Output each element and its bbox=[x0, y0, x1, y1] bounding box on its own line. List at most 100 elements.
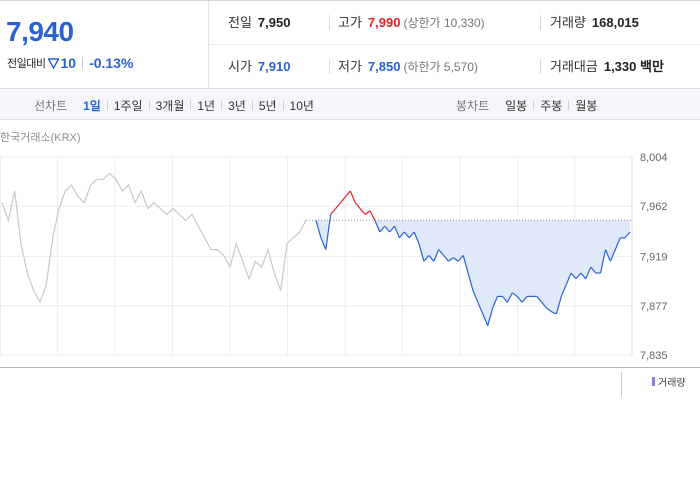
change-row: 전일대비 10 -0.13% bbox=[7, 55, 133, 71]
current-price: 7,940 bbox=[6, 16, 74, 47]
chart-tabs: 선차트 1일 1주일 3개월 1년 3년 5년 10년 봉차트 일봉 주봉 월봉 bbox=[0, 90, 700, 120]
today-line-segment bbox=[369, 210, 376, 221]
today-line-segment bbox=[462, 255, 469, 274]
today-line-segment bbox=[492, 296, 499, 309]
today-line-segment bbox=[590, 266, 597, 274]
stat-label: 거래대금 bbox=[550, 59, 598, 74]
today-line-segment bbox=[570, 272, 577, 280]
stats-table: 전일 7,950 고가 7,990 (상한가 10,330) 거래량 168,015 시… bbox=[210, 1, 700, 89]
today-line-segment bbox=[511, 292, 518, 297]
today-line-segment bbox=[344, 190, 351, 198]
divider bbox=[190, 100, 192, 110]
today-line-segment bbox=[472, 290, 479, 303]
divider bbox=[329, 15, 330, 30]
price-box: 7,940 전일대비 10 -0.13% bbox=[0, 1, 209, 89]
divider bbox=[540, 15, 541, 30]
today-line-segment bbox=[501, 296, 508, 303]
today-line-segment bbox=[320, 237, 327, 250]
tab-monthly[interactable]: 월봉 bbox=[575, 98, 598, 113]
tab-weekly[interactable]: 주봉 bbox=[540, 98, 563, 113]
line-chart-tabs: 선차트 1일 1주일 3개월 1년 3년 5년 10년 bbox=[34, 90, 320, 120]
change-rate: -0.13% bbox=[89, 55, 134, 71]
candle-chart-tabs: 봉차트 일봉 주봉 월봉 bbox=[456, 90, 603, 120]
today-line-segment bbox=[585, 266, 592, 280]
stat-value: 7,910 bbox=[257, 59, 291, 74]
today-line-segment bbox=[325, 214, 332, 250]
today-line-segment bbox=[408, 231, 415, 239]
today-line-segment bbox=[546, 307, 552, 313]
candle-chart-label: 봉차트 bbox=[456, 98, 490, 113]
y-tick-label: 7,877 bbox=[640, 301, 668, 313]
today-line-segment bbox=[565, 272, 572, 285]
tab-10y[interactable]: 10년 bbox=[289, 98, 314, 113]
tab-daily[interactable]: 일봉 bbox=[505, 98, 528, 113]
tab-5y[interactable]: 5년 bbox=[258, 98, 277, 113]
divider bbox=[540, 59, 541, 74]
today-line-segment bbox=[403, 231, 410, 239]
stat-trade-value: 거래대금 1,330 백만 bbox=[550, 45, 664, 89]
divider bbox=[221, 100, 223, 110]
stat-value: 168,015 bbox=[591, 15, 639, 30]
tab-1d[interactable]: 1일 bbox=[83, 98, 101, 113]
today-line-segment bbox=[330, 208, 337, 215]
today-line-segment bbox=[604, 249, 611, 262]
today-line-segment bbox=[364, 210, 371, 215]
today-line-segment bbox=[521, 296, 528, 303]
stat-label: 거래량 bbox=[550, 15, 586, 30]
today-line-segment bbox=[433, 249, 440, 262]
prev-day-line bbox=[1, 172, 307, 304]
stat-value: 7,850 bbox=[367, 59, 401, 74]
today-line-segment bbox=[384, 225, 391, 233]
stat-label: 고가 bbox=[338, 15, 362, 30]
stat-label: 전일 bbox=[228, 15, 252, 30]
today-line-segment bbox=[580, 272, 587, 280]
upper-limit: (상한가 10,330) bbox=[403, 16, 485, 30]
today-line-segment bbox=[393, 225, 400, 239]
stock-summary: 7,940 전일대비 10 -0.13% 전일 7,950 고가 7,990 (상한가… bbox=[0, 0, 700, 89]
today-line-segment bbox=[340, 196, 346, 204]
today-line-segment bbox=[551, 311, 557, 315]
change-label: 전일대비 bbox=[7, 58, 46, 70]
volume-swatch-icon bbox=[652, 377, 655, 386]
volume-legend: 거래량 bbox=[652, 374, 686, 389]
divider bbox=[621, 372, 622, 397]
today-line-segment bbox=[398, 231, 405, 239]
divider bbox=[533, 100, 535, 110]
today-line-segment bbox=[413, 231, 420, 244]
y-tick-label: 7,835 bbox=[640, 350, 668, 362]
today-line-segment bbox=[423, 255, 430, 262]
today-line-segment bbox=[560, 284, 567, 297]
stat-volume: 거래량 168,015 bbox=[550, 1, 639, 45]
stat-label: 저가 bbox=[338, 59, 362, 74]
today-line-segment bbox=[374, 220, 381, 233]
today-line-segment bbox=[516, 296, 523, 303]
stat-prev-close: 전일 7,950 bbox=[228, 1, 290, 45]
divider bbox=[82, 57, 84, 69]
tab-3m[interactable]: 3개월 bbox=[155, 98, 185, 113]
today-line-segment bbox=[379, 225, 386, 233]
tab-1y[interactable]: 1년 bbox=[197, 98, 216, 113]
today-line-segment bbox=[335, 202, 341, 209]
y-tick-label: 7,919 bbox=[640, 252, 668, 264]
down-triangle-icon bbox=[48, 57, 60, 69]
tab-1w[interactable]: 1주일 bbox=[113, 98, 143, 113]
stats-row: 전일 7,950 고가 7,990 (상한가 10,330) 거래량 168,015 bbox=[210, 1, 700, 45]
change-value: 10 bbox=[60, 55, 77, 71]
stat-high: 고가 7,990 (상한가 10,330) bbox=[338, 1, 485, 45]
divider bbox=[251, 100, 253, 110]
volume-panel: 거래량 bbox=[0, 367, 700, 397]
stat-open: 시가 7,910 bbox=[228, 45, 290, 89]
today-line-segment bbox=[541, 301, 548, 309]
stat-value: 7,990 bbox=[367, 15, 401, 30]
today-line-segment bbox=[536, 296, 543, 303]
today-line-segment bbox=[614, 237, 621, 250]
tab-3y[interactable]: 3년 bbox=[228, 98, 246, 113]
today-line-segment bbox=[443, 255, 449, 262]
today-line-segment bbox=[609, 249, 616, 262]
today-line-segment bbox=[349, 190, 356, 203]
y-tick-label: 7,962 bbox=[640, 201, 668, 213]
today-line-segment bbox=[467, 272, 474, 291]
stats-row: 시가 7,910 저가 7,850 (하한가 5,570) 거래대금 1,330 백만 bbox=[210, 45, 700, 89]
volume-legend-label: 거래량 bbox=[658, 378, 686, 389]
price-chart: 8,004 7,962 7,919 7,877 7,835 bbox=[0, 152, 668, 362]
